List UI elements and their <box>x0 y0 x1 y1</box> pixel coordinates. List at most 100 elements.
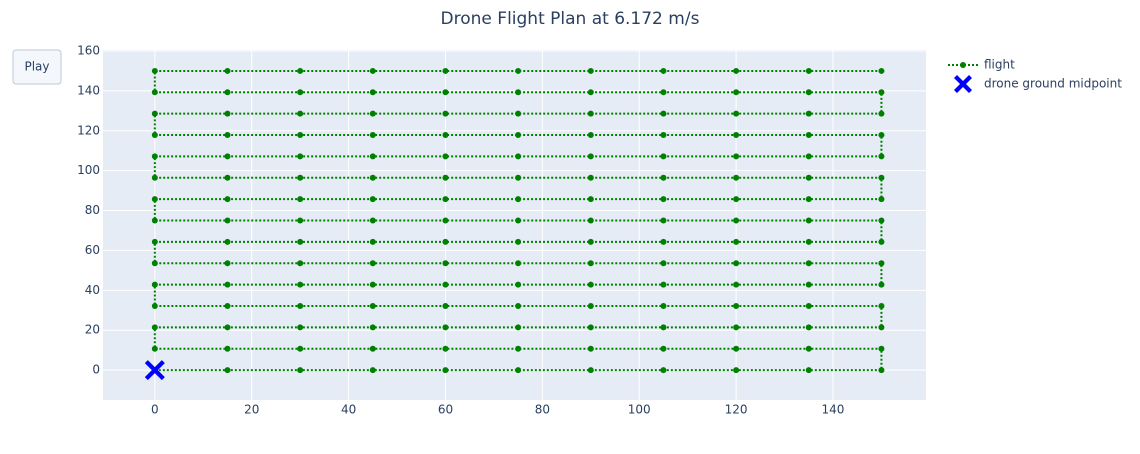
flight-point <box>297 302 304 309</box>
flight-point <box>660 217 667 224</box>
flight-point <box>515 196 522 203</box>
flight-point <box>442 324 449 331</box>
flight-point <box>733 324 740 331</box>
flight-point <box>369 89 376 96</box>
flight-point <box>297 174 304 181</box>
flight-point <box>878 67 885 74</box>
x-tick-label: 60 <box>438 403 453 417</box>
x-tick-label: 120 <box>725 403 748 417</box>
x-tick-label: 100 <box>628 403 651 417</box>
flight-point <box>733 67 740 74</box>
flight-point <box>733 110 740 117</box>
x-tick-label: 80 <box>535 403 550 417</box>
flight-point <box>297 324 304 331</box>
flight-point <box>660 260 667 267</box>
flight-point <box>733 89 740 96</box>
chart-title: Drone Flight Plan at 6.172 m/s <box>441 9 700 29</box>
flight-point <box>878 196 885 203</box>
flight-point <box>587 302 594 309</box>
flight-point <box>369 302 376 309</box>
flight-point <box>587 132 594 139</box>
flight-point <box>733 217 740 224</box>
flight-point <box>369 238 376 245</box>
flight-point <box>151 217 158 224</box>
flight-point <box>151 110 158 117</box>
play-button[interactable]: Play <box>12 49 62 85</box>
x-tick-label: 140 <box>822 403 845 417</box>
flight-point <box>515 367 522 374</box>
flight-point <box>297 110 304 117</box>
y-tick-label: 20 <box>85 323 100 337</box>
flight-point <box>297 367 304 374</box>
flight-point <box>297 67 304 74</box>
flight-point <box>805 89 812 96</box>
flight-point <box>733 196 740 203</box>
flight-point <box>442 345 449 352</box>
flight-point <box>297 132 304 139</box>
flight-point <box>515 302 522 309</box>
flight-point <box>878 174 885 181</box>
flight-point <box>151 238 158 245</box>
flight-point <box>297 281 304 288</box>
flight-point <box>878 89 885 96</box>
flight-point <box>878 132 885 139</box>
flight-point <box>369 345 376 352</box>
flight-point <box>587 110 594 117</box>
flight-point <box>369 153 376 160</box>
flight-point <box>805 67 812 74</box>
flight-point <box>369 196 376 203</box>
flight-point <box>878 153 885 160</box>
flight-point <box>151 89 158 96</box>
flight-point <box>878 217 885 224</box>
flight-point <box>442 367 449 374</box>
flight-point <box>660 281 667 288</box>
flight-point <box>442 217 449 224</box>
flight-point <box>151 153 158 160</box>
flight-point <box>442 174 449 181</box>
flight-point <box>660 238 667 245</box>
flight-point <box>224 345 231 352</box>
play-button-box[interactable] <box>12 49 62 85</box>
flight-point <box>733 132 740 139</box>
flight-point <box>515 67 522 74</box>
y-tick-label: 120 <box>77 123 100 137</box>
flight-point <box>151 67 158 74</box>
plot-area <box>103 50 926 400</box>
flight-point <box>224 260 231 267</box>
flight-point <box>224 238 231 245</box>
flight-point <box>297 153 304 160</box>
flight-point <box>442 281 449 288</box>
flight-point <box>805 110 812 117</box>
flight-point <box>369 132 376 139</box>
flight-point <box>515 217 522 224</box>
flight-point <box>515 345 522 352</box>
flight-point <box>442 302 449 309</box>
flight-point <box>224 89 231 96</box>
flight-point <box>660 345 667 352</box>
flight-point <box>587 196 594 203</box>
flight-point <box>805 367 812 374</box>
flight-point <box>733 260 740 267</box>
flight-point <box>805 260 812 267</box>
flight-point <box>587 89 594 96</box>
flight-point <box>660 302 667 309</box>
flight-point <box>151 345 158 352</box>
flight-point <box>151 281 158 288</box>
flight-point <box>587 367 594 374</box>
flight-point <box>151 132 158 139</box>
x-tick-label: 0 <box>151 403 159 417</box>
flight-point <box>151 196 158 203</box>
flight-point <box>515 89 522 96</box>
flight-point <box>369 217 376 224</box>
flight-point <box>515 153 522 160</box>
y-tick-label: 100 <box>77 163 100 177</box>
flight-point <box>733 238 740 245</box>
x-tick-label: 20 <box>244 403 259 417</box>
play-button-label[interactable]: Play <box>24 60 49 74</box>
flight-point <box>805 174 812 181</box>
flight-point <box>805 217 812 224</box>
flight-point <box>805 281 812 288</box>
flight-point <box>660 110 667 117</box>
flight-point <box>297 89 304 96</box>
